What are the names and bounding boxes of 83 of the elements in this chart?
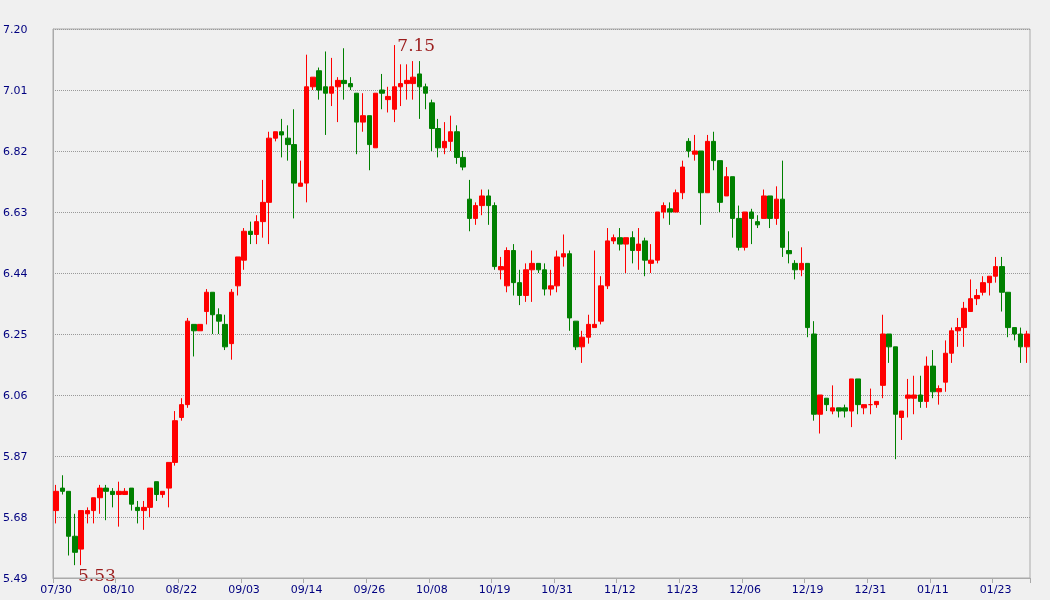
y-tick-label: 5.68 bbox=[3, 510, 28, 524]
y-tick-label: 7.01 bbox=[3, 83, 28, 97]
candlestick bbox=[135, 500, 140, 524]
candlestick bbox=[924, 355, 929, 409]
candlestick bbox=[830, 384, 835, 415]
candlestick bbox=[573, 320, 579, 351]
y-tick-label: 6.63 bbox=[3, 205, 28, 219]
x-tick-label: 12/06 bbox=[729, 583, 761, 596]
y-tick-label: 6.25 bbox=[3, 327, 28, 341]
x-tick-label: 01/11 bbox=[917, 583, 949, 596]
candlestick bbox=[899, 410, 904, 441]
candlestick bbox=[692, 134, 698, 162]
x-tick-label: 11/23 bbox=[666, 583, 699, 596]
candlestick bbox=[642, 237, 648, 277]
candlestick bbox=[824, 397, 829, 412]
candlestick bbox=[154, 481, 159, 502]
x-tick-label: 12/19 bbox=[791, 583, 824, 596]
candlestick bbox=[617, 227, 623, 252]
candlestick bbox=[792, 259, 798, 280]
candlestick bbox=[805, 262, 810, 338]
y-tick-label: 6.06 bbox=[3, 388, 28, 402]
y-tick-label: 6.44 bbox=[3, 266, 28, 280]
x-tick-label: 09/26 bbox=[353, 583, 386, 596]
y-tick-label: 6.82 bbox=[3, 144, 28, 158]
candlestick bbox=[160, 490, 165, 499]
candlestick bbox=[204, 288, 209, 325]
candlestick bbox=[623, 237, 629, 274]
candlestick bbox=[373, 92, 378, 149]
candlestick bbox=[129, 487, 134, 512]
x-tick-label: 10/19 bbox=[478, 583, 511, 596]
candlestick bbox=[936, 384, 942, 406]
x-tick-label: 08/10 bbox=[102, 583, 135, 596]
candlestick bbox=[724, 166, 729, 197]
candlestick bbox=[248, 221, 253, 245]
x-tick-label: 08/22 bbox=[165, 583, 198, 596]
candlestick bbox=[667, 201, 673, 226]
candlestick bbox=[379, 73, 385, 110]
candlestick bbox=[229, 288, 234, 361]
x-tick-label: 11/12 bbox=[603, 583, 636, 596]
candlestick bbox=[354, 92, 359, 155]
candlestick bbox=[191, 323, 197, 357]
candlestick bbox=[53, 484, 59, 524]
y-tick-label: 5.49 bbox=[3, 571, 28, 585]
candlestick bbox=[279, 118, 284, 158]
x-tick-label: 10/31 bbox=[541, 583, 574, 596]
candlestick bbox=[749, 208, 754, 245]
candlestick bbox=[367, 115, 372, 171]
candlestick bbox=[861, 404, 867, 415]
candlestick bbox=[222, 314, 228, 351]
x-tick-label: 01/23 bbox=[979, 583, 1012, 596]
y-tick-label: 7.20 bbox=[3, 22, 28, 36]
candlestick bbox=[811, 320, 817, 422]
x-tick-label: 07/30 bbox=[40, 583, 72, 596]
candlestick bbox=[849, 378, 854, 428]
x-tick-label: 09/14 bbox=[290, 583, 323, 596]
annotation: 7.15 bbox=[397, 34, 436, 55]
candlestick bbox=[1024, 330, 1030, 364]
x-tick-label: 09/03 bbox=[228, 583, 260, 596]
candlestick bbox=[197, 323, 203, 332]
y-tick-label: 5.87 bbox=[3, 449, 28, 463]
candlestick bbox=[774, 185, 779, 226]
candlestick bbox=[817, 394, 823, 435]
candlestick bbox=[767, 195, 773, 229]
x-tick-label: 12/31 bbox=[854, 583, 887, 596]
candlestick bbox=[636, 227, 641, 271]
x-tick-label: 10/08 bbox=[416, 583, 448, 596]
candlestick bbox=[786, 230, 792, 264]
candlestick bbox=[686, 137, 691, 158]
candlestick bbox=[698, 150, 704, 226]
candlestick bbox=[755, 214, 760, 229]
candlestick bbox=[761, 189, 767, 219]
candlestick bbox=[799, 246, 804, 277]
candlestick bbox=[567, 250, 572, 332]
candlestick bbox=[918, 375, 923, 409]
candlestick bbox=[930, 349, 936, 399]
candlestick bbox=[630, 230, 635, 264]
candlestick bbox=[855, 378, 861, 415]
candlestick bbox=[360, 92, 366, 133]
candlestick bbox=[780, 160, 785, 258]
candlestick bbox=[467, 179, 472, 232]
candlestick bbox=[705, 134, 710, 194]
candlestick bbox=[742, 211, 748, 252]
candlestick bbox=[880, 314, 886, 399]
